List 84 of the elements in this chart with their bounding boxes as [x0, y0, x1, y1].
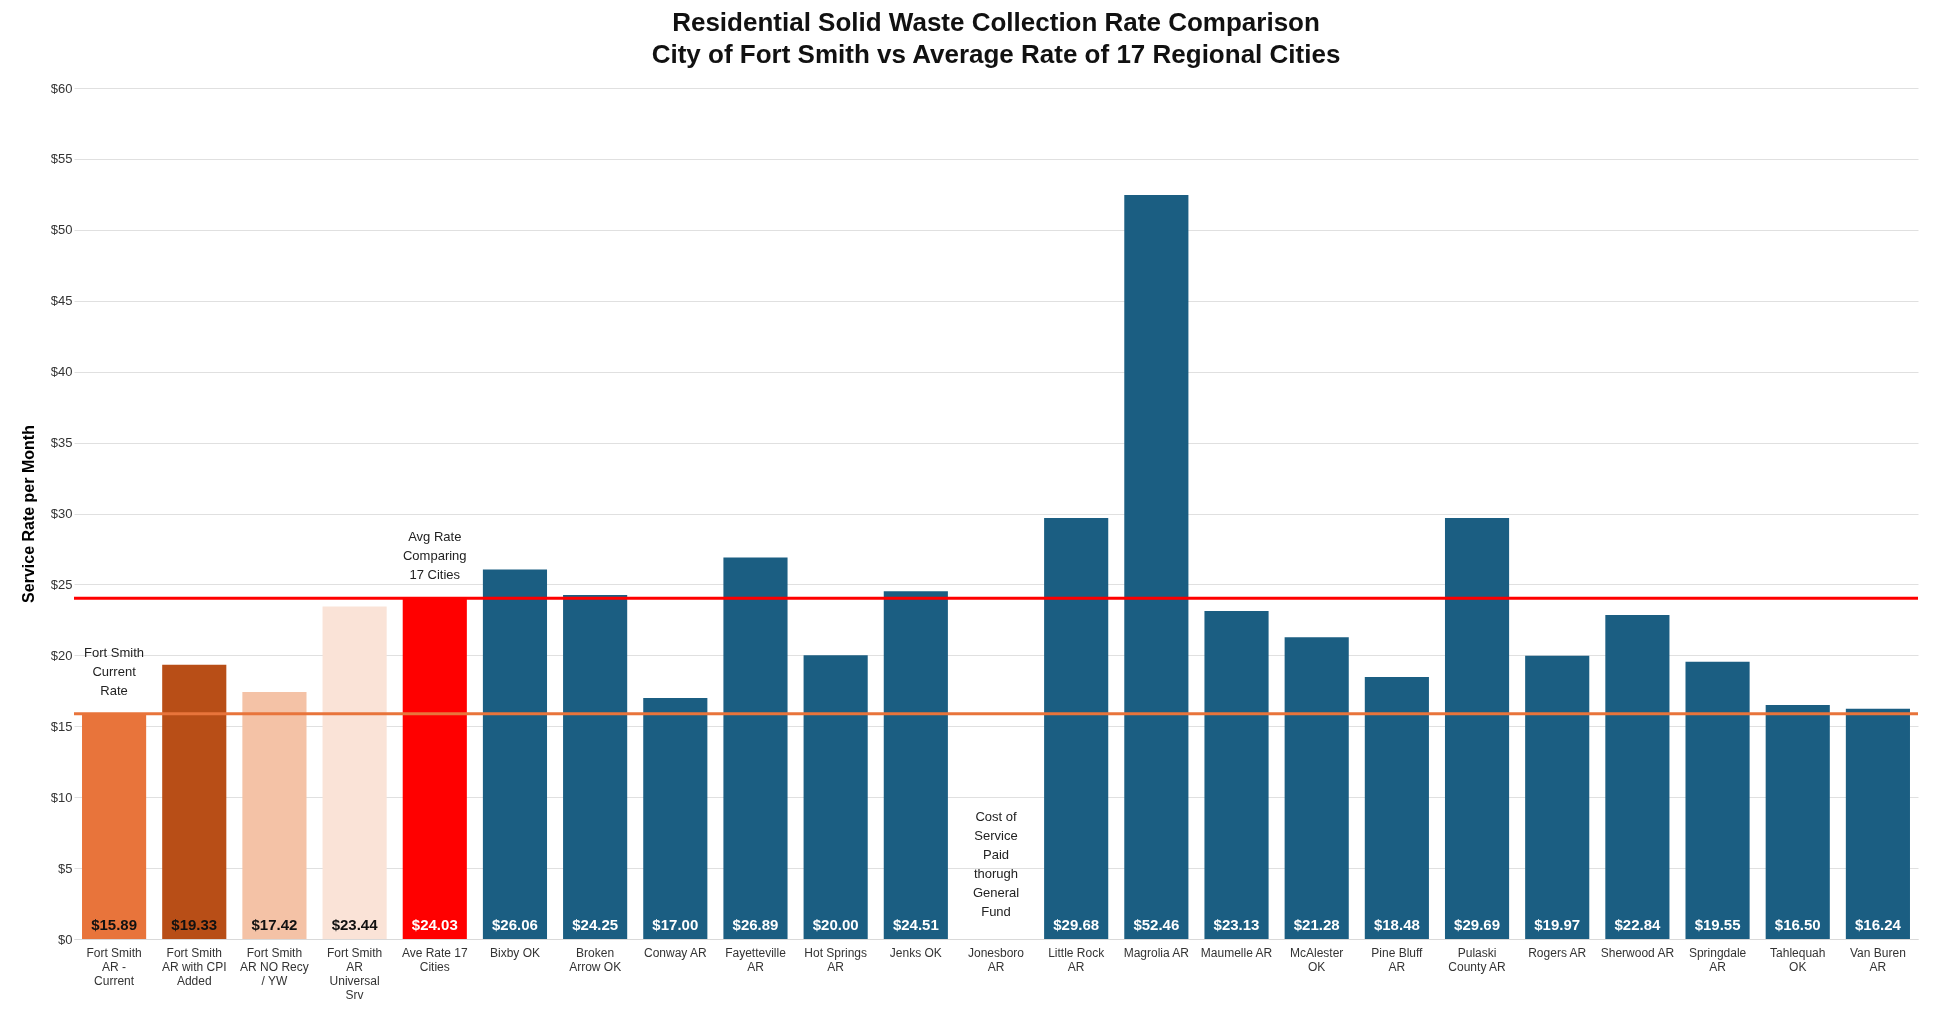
bar	[322, 606, 387, 939]
x-tick-label: Ave Rate 17 Cities	[401, 945, 469, 974]
x-tick-label: Fort Smith AR NO Recy / YW	[240, 945, 309, 988]
bar	[1525, 655, 1590, 939]
y-tick-label: $20	[50, 647, 73, 663]
bar	[1765, 704, 1830, 939]
bar	[643, 697, 708, 939]
bar	[883, 591, 948, 939]
bar	[803, 655, 868, 939]
annotation: Fort Smith Current Rate	[84, 644, 145, 698]
data-label: $17.00	[652, 916, 699, 933]
x-tick-label: Jenks OK	[889, 945, 942, 960]
x-tick-label: McAlester OK	[1290, 945, 1344, 974]
x-tick-label: Fayetteville AR	[725, 945, 787, 974]
y-tick-label: $25	[50, 576, 73, 592]
bar	[1605, 615, 1670, 939]
x-tick-label: Springdale AR	[1688, 945, 1747, 974]
bar	[1124, 194, 1189, 939]
y-tick-label: $5	[58, 860, 73, 876]
data-label: $17.42	[251, 916, 298, 933]
chart-title: Residential Solid Waste Collection Rate Comparison	[672, 7, 1320, 37]
data-label: $23.44	[331, 916, 379, 933]
x-tick-label: Fort Smith AR with CPI Added	[161, 945, 227, 988]
bar	[1204, 610, 1269, 939]
x-tick-label: Pulaski County AR	[1448, 945, 1507, 974]
y-tick-label: $10	[50, 789, 73, 805]
bar	[1284, 637, 1349, 939]
x-tick-label: Fort Smith AR - Current	[86, 945, 142, 988]
data-label: $16.24	[1854, 916, 1902, 933]
y-tick-label: $55	[50, 151, 73, 167]
data-label: $23.13	[1213, 916, 1260, 933]
x-tick-label: Maumelle AR	[1200, 945, 1273, 960]
data-label: $24.03	[411, 916, 458, 933]
x-tick-label: Rogers AR	[1528, 945, 1587, 960]
bar	[1364, 676, 1429, 939]
bar	[1044, 518, 1109, 939]
y-tick-label: $40	[50, 364, 73, 380]
annotation: Avg Rate Comparing 17 Cities	[402, 529, 467, 583]
x-tick-label: Tahlequah OK	[1770, 945, 1826, 974]
data-label: $24.25	[572, 916, 619, 933]
x-tick-label: Hot Springs AR	[804, 945, 867, 974]
y-tick-label: $15	[50, 718, 73, 734]
x-tick-label: Little Rock AR	[1048, 945, 1106, 974]
x-tick-label: Conway AR	[643, 945, 707, 960]
data-label: $19.97	[1534, 916, 1581, 933]
data-label: $20.00	[812, 916, 859, 933]
bar	[242, 691, 307, 939]
y-tick-label: $35	[50, 435, 73, 451]
x-tick-label: Fort Smith AR Universal Srv	[326, 945, 383, 1002]
data-label: $29.68	[1053, 916, 1100, 933]
data-label: $22.84	[1614, 916, 1661, 933]
y-tick-label: $60	[50, 80, 73, 96]
bar	[723, 557, 788, 939]
data-label: $15.89	[91, 916, 138, 933]
x-tick-label: Jonesboro AR	[967, 945, 1025, 974]
y-tick-label: $45	[50, 293, 73, 309]
y-axis-title: Service Rate per Month	[19, 425, 37, 603]
data-label: $29.69	[1454, 916, 1500, 933]
x-tick-label: Broken Arrow OK	[569, 945, 622, 974]
bar	[563, 595, 628, 939]
data-label: $21.28	[1293, 916, 1340, 933]
data-label: $26.89	[732, 916, 779, 933]
x-tick-label: Magrolia AR	[1123, 945, 1190, 960]
y-tick-label: $50	[50, 222, 73, 238]
bar	[162, 664, 227, 939]
data-label: $18.48	[1373, 916, 1420, 933]
bar	[1444, 517, 1510, 939]
x-tick-label: Pine Bluff AR	[1371, 945, 1424, 974]
y-tick-label: $0	[58, 931, 73, 947]
data-label: $52.46	[1133, 916, 1180, 933]
data-label: $16.50	[1774, 916, 1821, 933]
data-label: $19.55	[1694, 916, 1741, 933]
x-tick-label: Sherwood AR	[1600, 945, 1675, 960]
annotation: Cost of Service Paid thorugh General Fund	[972, 809, 1020, 919]
data-label: $19.33	[171, 916, 218, 933]
bar	[482, 569, 548, 939]
data-label: $26.06	[492, 916, 538, 933]
x-tick-label: Van Buren AR	[1850, 945, 1906, 974]
chart-subtitle: City of Fort Smith vs Average Rate of 17 Regional Cities	[651, 39, 1341, 69]
data-label: $24.51	[892, 916, 939, 933]
bar	[1685, 661, 1750, 939]
bar	[1845, 708, 1910, 939]
y-tick-label: $30	[50, 506, 73, 521]
x-tick-label: Bixby OK	[489, 945, 540, 960]
